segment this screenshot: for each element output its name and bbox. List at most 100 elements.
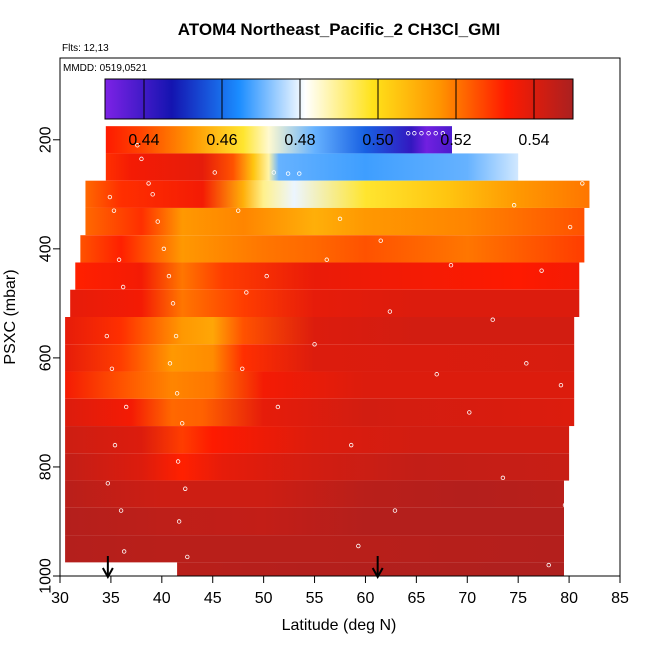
observation-point	[412, 131, 417, 136]
plot-frame	[59, 57, 621, 577]
heatmap-layers	[65, 126, 590, 576]
observation-point	[297, 171, 302, 176]
x-tick-label: 50	[255, 590, 273, 607]
observation-point	[175, 459, 181, 464]
observation-point	[161, 246, 167, 252]
observation-point	[546, 562, 551, 568]
observation-point	[406, 131, 411, 136]
observation-point	[121, 549, 127, 554]
observation-point	[539, 268, 544, 273]
observation-point	[120, 284, 126, 290]
observation-point	[567, 224, 573, 230]
arrows	[101, 556, 384, 580]
x-tick-label: 85	[611, 590, 629, 607]
y-axis-label: PSXC (mbar)	[2, 269, 19, 364]
observation-point	[118, 508, 124, 513]
heatmap-layer	[65, 317, 575, 345]
observation-point	[275, 404, 281, 410]
observation-point	[356, 543, 361, 549]
x-tick-label: 30	[51, 590, 69, 607]
observation-point	[167, 361, 173, 366]
y-axis: 200 400 600 800 1000	[38, 126, 60, 594]
heatmap-layer	[65, 398, 575, 427]
heatmap-layer	[65, 535, 564, 563]
heatmap-layer	[80, 235, 585, 263]
flights-note: Flts: 12,13	[62, 43, 109, 54]
y-tick-label: 600	[38, 344, 55, 371]
y-tick-label: 1000	[38, 558, 55, 594]
observation-point	[155, 219, 160, 224]
observation-point	[123, 404, 129, 410]
observation-point	[467, 410, 472, 415]
observation-point	[105, 481, 111, 486]
observation-points	[104, 131, 585, 568]
observation-point	[109, 366, 115, 371]
colorbar: 0.44 0.46 0.48 0.50 0.52 0.54	[104, 78, 574, 149]
observation-point	[111, 208, 117, 213]
x-tick-label: 65	[407, 590, 425, 607]
observation-point	[524, 361, 529, 366]
observation-point	[580, 181, 585, 186]
observation-point	[185, 554, 190, 560]
observation-point	[135, 143, 140, 148]
observation-point	[500, 475, 506, 481]
observation-point	[378, 238, 383, 243]
heatmap-layer	[65, 507, 564, 536]
observation-point	[104, 333, 110, 339]
observation-point	[150, 192, 155, 197]
observation-point	[285, 171, 291, 176]
x-axis-label: Latitude (deg N)	[282, 617, 397, 634]
arrow-marker	[371, 556, 384, 580]
observation-point	[324, 257, 329, 262]
observation-point	[176, 519, 182, 524]
observation-point	[337, 216, 343, 222]
colorbar-tick-label: 0.54	[518, 132, 549, 149]
observation-point	[179, 421, 185, 426]
observation-point	[562, 502, 568, 508]
observation-point	[235, 208, 241, 213]
observation-point	[183, 486, 188, 491]
arrow-marker	[101, 556, 114, 580]
x-tick-label: 35	[102, 590, 120, 607]
heatmap-layer	[85, 180, 590, 208]
observation-point	[212, 170, 217, 175]
observation-point	[440, 131, 446, 136]
heatmap-layer	[105, 153, 519, 181]
observation-point	[387, 309, 393, 314]
heatmap-layer	[65, 344, 575, 372]
colorbar-ticks: 0.44 0.46 0.48 0.50 0.52 0.54	[128, 79, 550, 149]
date-note: MMDD: 0519,0521	[63, 63, 147, 74]
heatmap-layer	[70, 289, 580, 317]
observation-point	[174, 391, 180, 396]
heatmap-layer	[65, 453, 570, 481]
observation-point	[244, 290, 249, 295]
observation-point	[426, 131, 431, 136]
colorbar-tick-label: 0.48	[284, 132, 315, 149]
observation-point	[511, 203, 517, 208]
observation-point	[433, 131, 438, 136]
observation-point	[419, 131, 424, 136]
x-tick-label: 55	[306, 590, 324, 607]
observation-point	[448, 263, 454, 268]
observation-point	[434, 372, 439, 377]
observation-point	[112, 442, 118, 448]
observation-point	[349, 442, 354, 448]
colorbar-tick-label: 0.50	[362, 132, 393, 149]
x-tick-label: 40	[153, 590, 171, 607]
observation-point	[170, 301, 176, 306]
heatmap-layer	[75, 262, 580, 290]
observation-point	[116, 257, 122, 262]
observation-point	[392, 508, 398, 513]
x-axis: 30 35 40 45 50 55 60 65 70 75 80 85	[51, 576, 629, 607]
observation-point	[166, 273, 172, 279]
colorbar-tick-label: 0.52	[440, 132, 471, 149]
observation-point	[490, 317, 495, 322]
x-tick-label: 60	[357, 590, 375, 607]
heatmap-layer	[65, 371, 575, 399]
observation-point	[107, 194, 113, 200]
y-tick-label: 400	[38, 235, 55, 262]
chart-title: ATOM4 Northeast_Pacific_2 CH3Cl_GMI	[178, 20, 500, 39]
heatmap-layer	[177, 562, 564, 576]
observation-point	[139, 156, 144, 162]
